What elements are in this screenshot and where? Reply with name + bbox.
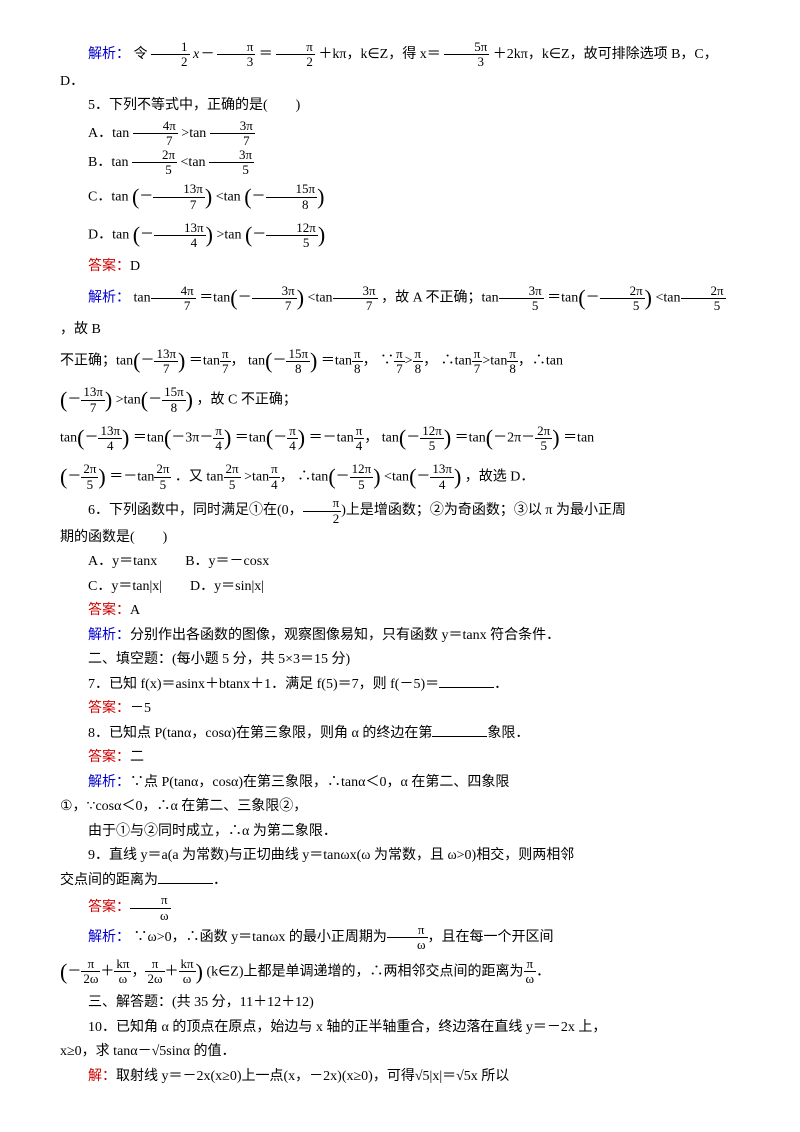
frac: 13π7 [153,182,205,212]
q10-text-1: 10．已知角 α 的顶点在原点，始边与 x 轴的正半轴重合，终边落在直线 y＝－… [60,1016,740,1041]
answer-value: 二 [130,750,144,765]
t: ＋kπ，k∈Z，得 x＝ [318,47,440,62]
label-analysis: 解析： [88,291,130,306]
q5-analysis-1: 解析： tan4π7 ＝tan(－3π7) <tan3π7 ，故 A 不正确；t… [60,279,740,342]
q5-analysis-2: 不正确；tan(－13π7) ＝tanπ7， tan(－15π8) ＝tanπ8… [60,342,740,381]
label-analysis: 解析： [88,930,130,945]
t: C．tan [88,189,128,204]
q6-analysis: 解析：分别作出各函数的图像，观察图像易知，只有函数 y＝tanx 符合条件． [60,624,740,649]
q9-analysis-2: (－π2ω＋kπω，π2ω＋kπω) (k∈Z)上都是单调递增的，∴两相邻交点间… [60,953,740,992]
frac: 5π3 [444,40,489,70]
q7-answer: 答案：－5 [60,697,740,722]
frac: 2π5 [132,148,177,178]
q4-analysis: 解析： 令 12 x－ π3 ＝ π2 ＋kπ，k∈Z，得 x＝ 5π3 ＋2k… [60,40,740,94]
t: B．tan [88,155,128,170]
answer-frac: πω [130,893,171,923]
blank [158,869,213,884]
label-answer: 答案： [88,900,130,915]
t: <tan [181,155,206,170]
paren: ) [317,184,324,209]
q8-answer: 答案：二 [60,746,740,771]
frac: 3π5 [209,148,254,178]
t: 分别作出各函数的图像，观察图像易知，只有函数 y＝tanx 符合条件． [130,628,560,643]
q9-text-1: 9．直线 y＝a(a 为常数)与正切曲线 y＝tanωx(ω 为常数，且 ω>0… [60,844,740,869]
q5-analysis-3: (－13π7) >tan(－15π8) ，故 C 不正确； [60,381,740,420]
t: >tan [181,126,206,141]
frac: π3 [217,40,256,70]
frac: 12 [151,40,190,70]
answer-value: D [130,259,140,274]
frac: π2 [276,40,315,70]
q5-answer: 答案：D [60,255,740,280]
answer-value: A [130,603,140,618]
q5-option-d: D．tan (－13π4) >tan (－12π5) [60,216,740,255]
q4-text: 令 [134,47,148,62]
q6-option-ab: A．y＝tanx B．y＝－cosx [60,550,740,575]
blank [432,722,487,737]
q5-option-a: A．tan 4π7 >tan 3π7 [60,119,740,149]
q10-solution: 解：取射线 y＝－2x(x≥0)上一点(x，－2x)(x≥0)，可得√5|x|＝… [60,1065,740,1090]
q5-analysis-4: tan(－13π4) ＝tan(－3π－π4) ＝tan(－π4) ＝－tanπ… [60,419,740,458]
t: >tan [216,228,241,243]
paren: ( [132,184,139,209]
label-analysis: 解析： [88,628,130,643]
t: x－ [193,47,213,62]
q9-answer: 答案：πω [60,893,740,923]
frac: 4π7 [133,119,178,149]
t: <tan [216,189,241,204]
label-answer: 答案： [88,603,130,618]
section-3-title: 三、解答题：(共 35 分，11＋12＋12) [60,991,740,1016]
q5-title: 5．下列不等式中，正确的是( ) [60,94,740,119]
t: ∵点 P(tanα，cosα)在第三象限，∴tanα＜0，α 在第二、四象限 [130,775,509,790]
q6-title: 6．下列函数中，同时满足①在(0，π2)上是增函数；②为奇函数；③以 π 为最小… [60,496,740,526]
q6-title-2: 期的函数是( ) [60,526,740,551]
q8-analysis-2: ①，∵cosα＜0，∴α 在第二、三象限②， [60,795,740,820]
blank [439,673,494,688]
label-answer: 答案： [88,701,130,716]
label-answer: 答案： [88,750,130,765]
q10-text-2: x≥0，求 tanα－√5sinα 的值． [60,1040,740,1065]
q8-analysis-1: 解析：∵点 P(tanα，cosα)在第三象限，∴tanα＜0，α 在第二、四象… [60,771,740,796]
t: A．tan [88,126,129,141]
frac: 15π8 [266,182,318,212]
q5-option-b: B．tan 2π5 <tan 3π5 [60,148,740,178]
q9-analysis-1: 解析： ∵ω>0，∴函数 y＝tanωx 的最小正周期为πω，且在每一个开区间 [60,923,740,953]
q5-analysis-5: (－2π5) ＝－tan2π5 ．又 tan2π5 >tanπ4， ∴tan(－… [60,458,740,497]
frac: 3π7 [210,119,255,149]
q9-text-2: 交点间的距离为． [60,869,740,894]
t: ＝ [259,47,273,62]
q7-text: 7．已知 f(x)＝asinx＋btanx＋1．满足 f(5)＝7，则 f(－5… [60,673,740,698]
label-analysis: 解析： [88,775,130,790]
t: 取射线 y＝－2x(x≥0)上一点(x，－2x)(x≥0)，可得√5|x|＝√5… [116,1069,509,1084]
q5-option-c: C．tan (－13π7) <tan (－15π8) [60,178,740,217]
q8-text: 8．已知点 P(tanα，cosα)在第三象限，则角 α 的终边在第象限． [60,722,740,747]
paren: ) [205,184,212,209]
paren: ( [244,184,251,209]
q6-option-cd: C．y＝tan|x| D．y＝sin|x| [60,575,740,600]
label-solution: 解： [88,1069,116,1084]
q6-answer: 答案：A [60,599,740,624]
section-2-title: 二、填空题：(每小题 5 分，共 5×3＝15 分) [60,648,740,673]
label-answer: 答案： [88,259,130,274]
q8-analysis-3: 由于①与②同时成立，∴α 为第二象限． [60,820,740,845]
t: D．tan [88,228,129,243]
answer-value: －5 [130,701,151,716]
label-analysis: 解析： [88,47,130,62]
